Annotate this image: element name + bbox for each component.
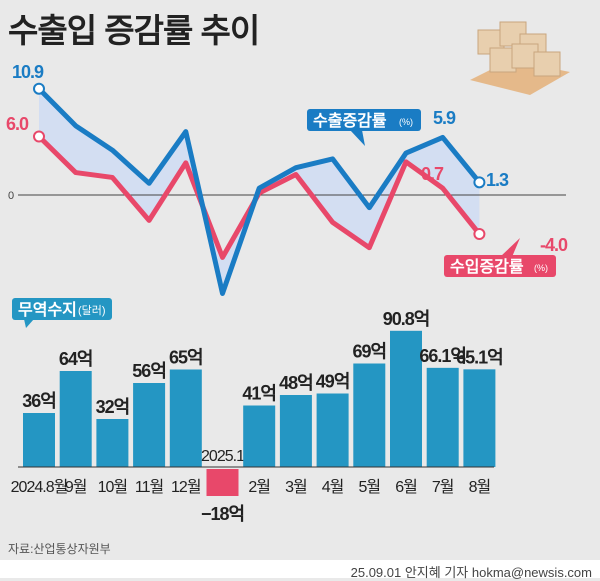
bar-value-label: 36억 xyxy=(22,391,56,411)
bar-2025.1 xyxy=(206,469,239,496)
month-label: 8월 xyxy=(469,478,491,496)
bar-3월 xyxy=(279,395,312,467)
data-label: 6.0 xyxy=(6,114,29,134)
bar-12월 xyxy=(169,369,202,467)
bar-value-label: −18억 xyxy=(201,504,244,524)
trade-balance-legend-unit: (달러) xyxy=(78,304,106,317)
import-legend-pointer xyxy=(500,238,520,257)
month-label: 5월 xyxy=(358,478,380,496)
chart-title: 수출입 증감률 추이 xyxy=(8,12,260,49)
bar-value-label: 41억 xyxy=(242,384,276,404)
export-legend-label: 수출증감률 xyxy=(313,111,387,130)
bar-value-label: 32억 xyxy=(96,397,130,417)
month-label: 4월 xyxy=(322,478,344,496)
bar-value-label: 65.1억 xyxy=(456,347,503,367)
import-legend-box xyxy=(444,255,556,277)
point-marker xyxy=(473,228,486,240)
import-legend-label: 수입증감률 xyxy=(450,257,524,276)
bar-value-label: 66.1억 xyxy=(419,346,466,366)
bar-6월 xyxy=(390,330,422,467)
trade-balance-legend-box xyxy=(12,298,112,320)
box-icon xyxy=(533,51,561,77)
month-label: 2024.8월 xyxy=(11,478,68,496)
point-marker xyxy=(33,82,45,95)
month-label: 6월 xyxy=(395,478,417,496)
bar-value-label: 49억 xyxy=(316,372,350,392)
zero-label: 0 xyxy=(8,190,14,202)
trade-balance-legend-label: 무역수지 xyxy=(18,301,77,319)
bar-8월 xyxy=(463,369,496,467)
data-label: 10.9 xyxy=(12,62,44,82)
bar-10월 xyxy=(96,419,129,467)
point-marker xyxy=(33,130,45,143)
credit: 25.09.01 안지혜 기자 hokma@newsis.com xyxy=(350,565,592,580)
month-label: 10월 xyxy=(98,478,128,496)
trade-balance-legend-pointer xyxy=(24,319,34,328)
data-label: 5.9 xyxy=(433,108,456,128)
month-label: 3월 xyxy=(285,478,307,496)
bar-2월 xyxy=(243,405,276,467)
point-marker xyxy=(473,176,486,189)
bar-4월 xyxy=(316,393,349,467)
month-label: 11월 xyxy=(135,478,164,496)
bar-11월 xyxy=(133,383,166,467)
data-label: 0.7 xyxy=(421,164,444,184)
export-legend-pointer xyxy=(350,130,365,146)
series-line-export xyxy=(37,86,482,296)
month-label: 7월 xyxy=(432,478,454,496)
month-label: 9월 xyxy=(65,478,87,496)
bar-value-label: 65억 xyxy=(169,348,203,368)
bar-value-label: 56억 xyxy=(132,361,166,381)
bar-2024.8월 xyxy=(23,413,55,467)
bar-5월 xyxy=(353,363,386,467)
month-label: 12월 xyxy=(171,478,201,496)
month-label: 2월 xyxy=(248,478,270,496)
bar-value-label: 90.8억 xyxy=(383,309,430,329)
month-label: 2025.1 xyxy=(201,448,245,465)
data-label: 1.3 xyxy=(486,170,509,190)
bar-7월 xyxy=(426,367,459,467)
bar-value-label: 64억 xyxy=(59,349,93,369)
import-legend-unit: (%) xyxy=(534,263,548,273)
export-legend-unit: (%) xyxy=(399,117,413,127)
bar-9월 xyxy=(59,371,92,467)
bar-value-label: 69억 xyxy=(353,342,387,362)
footer xyxy=(0,560,600,578)
bar-value-label: 48억 xyxy=(279,373,313,393)
export-legend-box xyxy=(307,109,421,131)
source: 자료:산업통상자원부 xyxy=(8,542,111,556)
data-label: -4.0 xyxy=(540,235,568,255)
